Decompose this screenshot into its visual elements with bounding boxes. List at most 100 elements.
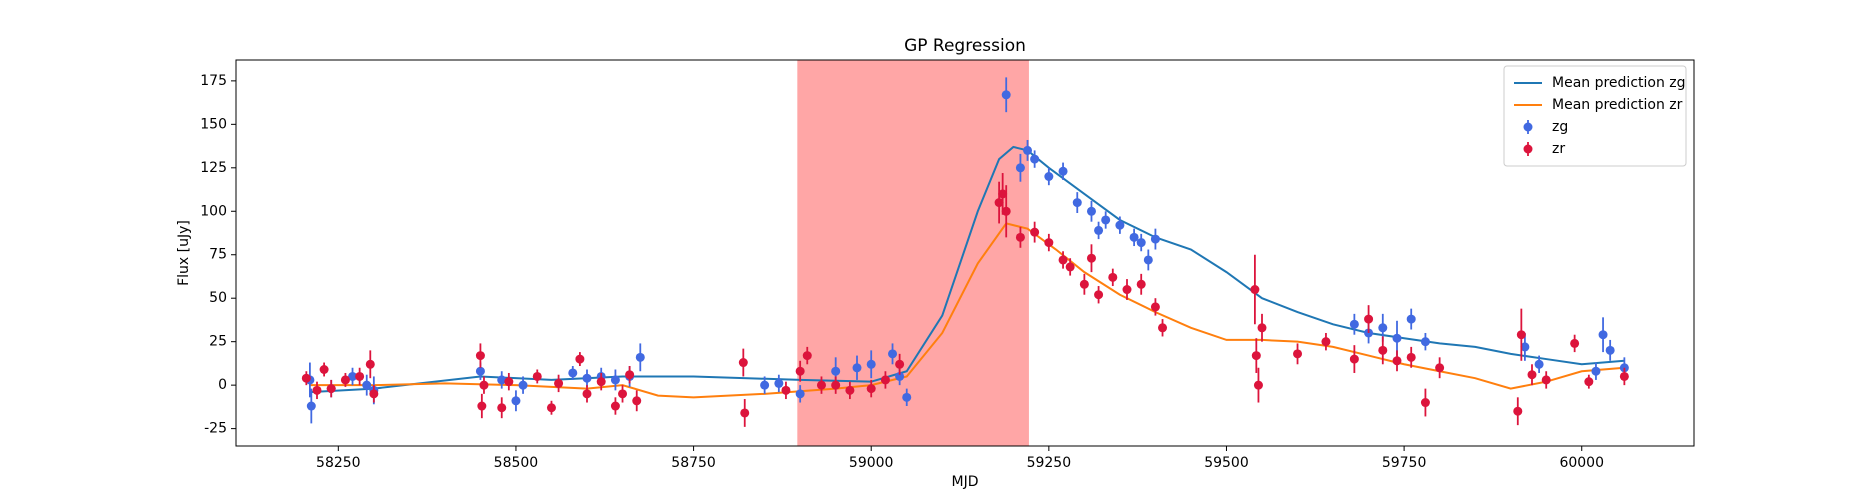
data-point <box>1122 285 1132 295</box>
data-point <box>546 403 556 413</box>
data-point <box>582 389 592 399</box>
data-point <box>532 371 542 381</box>
y-tick-label: 150 <box>200 116 227 132</box>
data-point <box>1023 145 1033 155</box>
data-point <box>1030 154 1040 164</box>
data-point <box>866 384 876 394</box>
y-tick-label: 50 <box>209 290 227 306</box>
x-tick-label: 59750 <box>1382 455 1427 471</box>
axes-frame <box>235 59 1695 447</box>
data-point <box>596 377 606 387</box>
x-tick-label: 59250 <box>1027 455 1072 471</box>
data-point <box>795 366 805 376</box>
data-point <box>1058 255 1068 265</box>
x-tick-label: 60000 <box>1559 455 1604 471</box>
x-tick-label: 59000 <box>849 455 894 471</box>
data-point <box>1136 238 1146 248</box>
data-point <box>1591 366 1601 376</box>
data-point <box>1257 323 1267 333</box>
data-point <box>994 198 1004 208</box>
data-point <box>1598 330 1608 340</box>
data-point <box>477 401 487 411</box>
legend-box <box>1503 65 1687 167</box>
y-tick-label: 75 <box>209 247 227 263</box>
data-point <box>635 352 645 362</box>
legend: Mean prediction zg Mean prediction zr zg zr <box>1503 65 1687 167</box>
x-tick-label: 59500 <box>1204 455 1249 471</box>
data-point <box>1513 406 1523 416</box>
x-tick-label: 58500 <box>494 455 539 471</box>
data-point <box>1534 359 1544 369</box>
data-point <box>497 403 507 413</box>
x-tick-label: 58750 <box>671 455 716 471</box>
data-point <box>1001 90 1011 100</box>
data-point <box>760 380 770 390</box>
data-point <box>1420 398 1430 408</box>
data-point <box>1253 380 1263 390</box>
data-point <box>618 389 628 399</box>
chart-title: GP Regression <box>904 36 1026 56</box>
data-point <box>1435 363 1445 373</box>
legend-label: zg <box>1552 119 1568 135</box>
data-point <box>1044 171 1054 181</box>
x-tick-label: 58250 <box>316 455 361 471</box>
data-point <box>326 384 336 394</box>
data-point <box>306 401 316 411</box>
legend-swatch <box>1523 144 1533 154</box>
data-point <box>475 351 485 361</box>
data-point <box>1527 370 1537 380</box>
data-point <box>610 375 620 385</box>
legend-label: zr <box>1552 141 1565 157</box>
data-point <box>1605 345 1615 355</box>
data-point <box>625 370 635 380</box>
data-point <box>1520 342 1530 352</box>
data-point <box>568 368 578 378</box>
mean-line <box>309 145 1625 394</box>
data-point <box>1541 375 1551 385</box>
data-point <box>831 380 841 390</box>
data-point <box>1101 215 1111 225</box>
data-point <box>740 408 750 418</box>
data-point <box>301 373 311 383</box>
data-point <box>738 358 748 368</box>
y-tick-label: -25 <box>204 421 227 437</box>
data-point <box>497 375 507 385</box>
data-point <box>1150 234 1160 244</box>
data-point <box>888 349 898 359</box>
data-point <box>1129 232 1139 242</box>
data-point <box>1079 279 1089 289</box>
data-point <box>1030 227 1040 237</box>
data-point <box>365 359 375 369</box>
data-point <box>831 366 841 376</box>
data-point <box>1349 354 1359 364</box>
data-point <box>795 389 805 399</box>
data-point <box>1015 163 1025 173</box>
data-point <box>1349 319 1359 329</box>
y-tick-label: 0 <box>218 377 227 393</box>
data-point <box>1058 166 1068 176</box>
data-point <box>845 385 855 395</box>
data-point <box>1158 323 1168 333</box>
data-point <box>802 351 812 361</box>
data-point <box>1420 337 1430 347</box>
data-point <box>518 380 528 390</box>
data-point <box>362 380 372 390</box>
data-point <box>1143 255 1153 265</box>
data-point <box>1584 377 1594 387</box>
data-point <box>1619 371 1629 381</box>
data-point <box>610 401 620 411</box>
data-point <box>1378 323 1388 333</box>
y-axis-label: Flux [uJy] <box>176 220 192 286</box>
data-point <box>1378 345 1388 355</box>
data-point <box>340 375 350 385</box>
data-point <box>781 385 791 395</box>
data-point <box>1250 285 1260 295</box>
data-point <box>582 373 592 383</box>
data-point <box>1293 349 1303 359</box>
data-point <box>816 380 826 390</box>
data-point <box>511 396 521 406</box>
data-point <box>1364 314 1374 324</box>
data-point <box>852 363 862 373</box>
data-point <box>1044 238 1054 248</box>
